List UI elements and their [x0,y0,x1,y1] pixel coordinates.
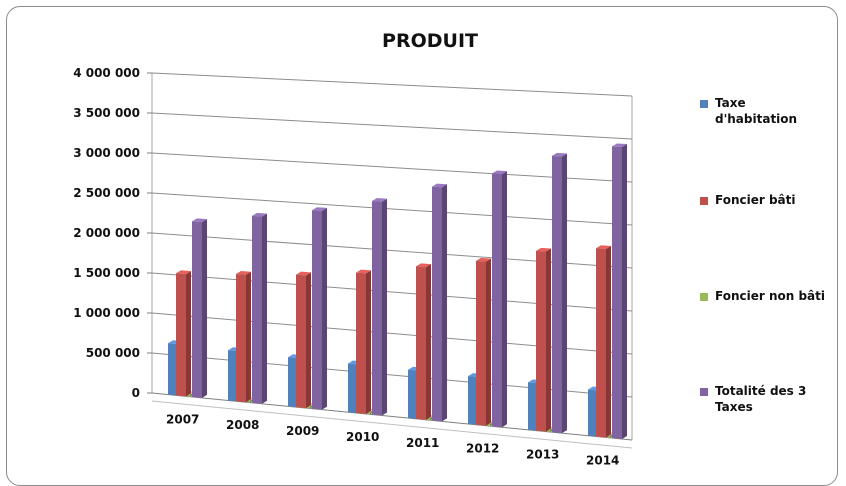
legend-item-taxe-habitation: Taxe d'habitation [700,95,840,127]
gridline [151,72,633,97]
bar-side [606,245,611,438]
x-tick-label: 2009 [286,424,319,438]
x-tick-label: 2010 [346,430,379,444]
y-tick-label: 0 [132,386,140,400]
y-tick-label: 4 000 000 [73,66,140,80]
x-tick-label: 2014 [586,453,619,467]
legend-label: Taxe d'habitation [715,96,798,126]
x-tick-label: 2008 [226,418,259,432]
legend-label: Foncier non bâti [715,289,826,303]
bar-top [236,270,251,275]
bar [356,272,366,414]
floor-front-edge [151,400,633,449]
bar-side [426,264,431,420]
bar [176,273,186,397]
bar [432,186,442,422]
bar-side [502,171,507,428]
bar [408,369,418,420]
bar [468,376,478,425]
chart-title: PRODUIT [382,30,478,52]
bar [228,350,238,402]
bar-side [202,219,207,398]
x-tick-label: 2013 [526,448,559,462]
bar-side [486,258,491,426]
bar [288,357,298,408]
bar [492,173,502,428]
bar-side [622,144,627,440]
bar [296,274,306,409]
bar [528,382,538,431]
y-tick-label: 1 500 000 [73,266,140,280]
legend-label: Totalité des 3 Taxes [715,384,807,414]
bar-top [432,183,447,188]
y-tick-label: 2 000 000 [73,226,140,240]
legend-label: Foncier bâti [715,193,796,207]
bar [252,215,262,404]
bar-top [192,218,207,223]
bar-top [492,170,507,175]
bar-side [246,271,251,403]
legend-swatch [700,197,708,205]
bar-top [596,245,611,249]
legend-swatch [700,100,708,108]
bar-side [186,271,191,397]
y-tick-label: 3 000 000 [73,146,140,160]
bar-top [312,207,327,211]
bar-top [372,198,387,202]
legend-item-foncier-non-bati: Foncier non bâti [700,288,840,304]
bar [192,221,202,398]
bar-side [262,213,267,404]
x-tick-label: 2007 [166,412,199,426]
y-tick-label: 500 000 [86,346,140,360]
bar [476,260,486,426]
legend-item-totalite: Totalité des 3 Taxes [700,383,840,415]
bar [372,201,382,416]
bar-top [356,269,371,274]
bar [552,155,562,434]
bar-side [366,270,371,414]
bar-top [296,271,311,276]
bar-side [546,248,551,432]
bar [536,250,546,432]
gridline [151,112,633,140]
bar-top [416,263,431,268]
bar-side [322,207,327,410]
legend-swatch [700,293,708,301]
y-tick-label: 2 500 000 [73,186,140,200]
bar-top [252,212,267,217]
bar [596,248,606,438]
bar-side [442,184,447,422]
bar [236,273,246,403]
bar [168,343,178,396]
bar-side [562,153,567,434]
bar-top [176,270,191,275]
legend-item-foncier-bati: Foncier bâti [700,192,840,208]
bar-top [476,257,491,262]
bar [416,266,426,420]
chart-legend: Taxe d'habitation Foncier bâti Foncier n… [700,95,840,425]
x-tick-label: 2012 [466,442,499,456]
bar [612,146,622,440]
bar-side [306,272,311,409]
bar-top [612,143,627,148]
bar [348,363,358,414]
legend-swatch [700,388,708,396]
bar-top [552,152,567,157]
y-tick-label: 1 000 000 [73,306,140,320]
x-tick-label: 2011 [406,436,439,450]
bar [312,210,322,410]
bar-side [382,198,387,416]
bar [588,389,598,437]
bar-top [536,247,551,252]
y-tick-label: 3 500 000 [73,106,140,120]
